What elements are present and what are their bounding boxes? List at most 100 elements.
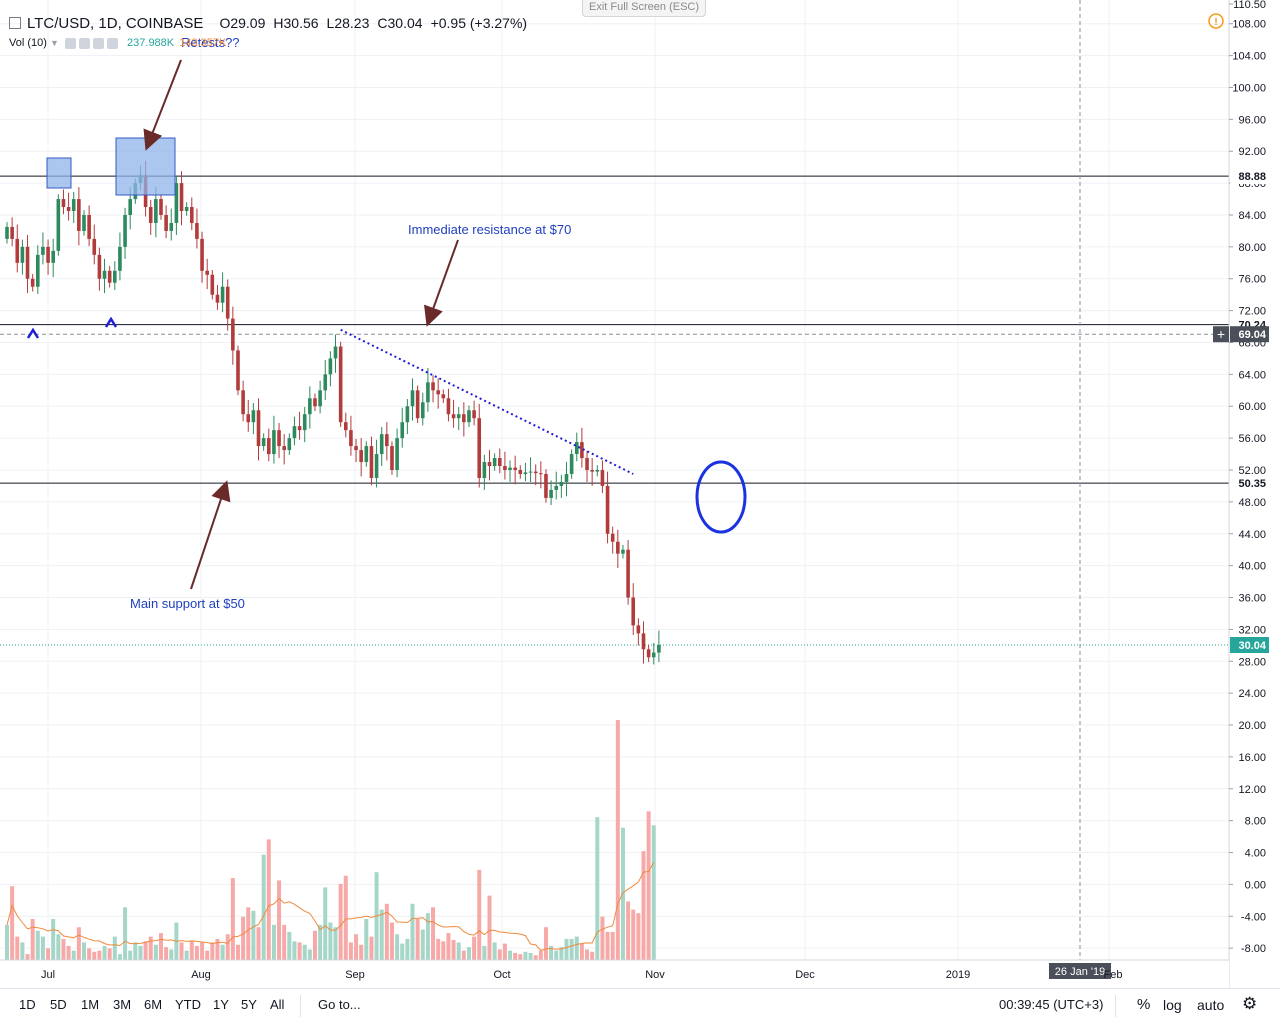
candle-body [318,390,322,407]
range-3m-button[interactable]: 3M [113,997,132,1012]
annotation-support: Main support at $50 [130,596,245,611]
volume-bar [323,887,328,960]
volume-bar [143,941,148,960]
eye-icon[interactable] [64,37,76,49]
toolbar-divider [300,995,301,1017]
range-6m-button[interactable]: 6M [144,997,163,1012]
goto-button[interactable]: Go to... [318,997,361,1012]
candle-body [564,473,569,482]
candle-body [431,382,435,391]
candle-body [456,414,461,419]
candle [323,360,328,400]
gear-icon[interactable]: ⚙ [1242,994,1258,1013]
candle-body [51,250,55,263]
exit-fullscreen-button[interactable]: Exit Full Screen (ESC) [582,0,706,17]
volume-bar [112,936,117,960]
range-1m-button[interactable]: 1M [81,997,100,1012]
plus-icon[interactable] [92,37,104,49]
candle [631,583,636,635]
candle-body [154,199,158,223]
candle [297,411,302,440]
volume-label[interactable]: Vol (10) [9,37,47,49]
close-label: C [377,15,388,31]
low-label: L [326,15,335,31]
close-icon[interactable] [106,37,118,49]
candle [600,460,605,494]
candle-body [503,466,507,470]
candle-body [585,458,589,470]
candle-body [118,246,122,271]
candle [400,407,405,448]
candle-body [385,434,389,447]
candle [405,399,410,435]
gear-icon[interactable] [78,37,90,49]
time-axis-label: 2019 [946,969,970,981]
candle-body [492,458,497,467]
candle-body [25,246,30,279]
volume-bar [30,919,35,960]
arrow-up-icon [26,327,40,339]
candle-body [71,199,76,212]
price-axis-label: -8.00 [1241,943,1266,955]
close-value: 30.04 [387,15,423,31]
candle-body [66,207,71,212]
candle [467,405,471,427]
range-1d-button[interactable]: 1D [19,997,36,1012]
chevron-down-icon[interactable]: ▼ [49,38,59,48]
range-1y-button[interactable]: 1Y [213,997,229,1012]
range-5d-button[interactable]: 5D [50,997,67,1012]
plus-icon[interactable]: + [1217,326,1225,342]
volume-bar [251,910,256,960]
price-axis-label: 56.00 [1238,433,1266,445]
volume-bar [5,924,9,960]
volume-bar [646,811,651,960]
candle [97,247,102,291]
volume-bar [559,947,564,960]
auto-toggle[interactable]: auto [1197,997,1225,1013]
candle [528,457,533,482]
symbol-title[interactable]: LTC/USD, 1D, COINBASE [27,15,204,32]
candle-body [405,406,410,423]
last-price-tag [1230,636,1269,653]
price-axis-label: 76.00 [1238,274,1266,286]
candle-body [164,214,168,231]
candle-body [651,652,656,658]
crosshair-price-tag [1230,326,1269,343]
volume-bar [533,955,538,960]
volume-bar [410,903,415,960]
candle [646,644,651,663]
clock-readout[interactable]: 00:39:45 (UTC+3) [999,997,1104,1012]
volume-bar [626,901,631,960]
candle [302,407,307,443]
collapse-icon[interactable] [9,17,21,29]
range-all-button[interactable]: All [270,997,285,1012]
alert-mark: ! [1214,17,1217,28]
log-toggle[interactable]: log [1163,997,1182,1013]
candle [641,621,646,664]
volume-bar [585,949,590,960]
volume-bar [543,927,548,960]
time-axis-label: Oct [493,969,510,981]
candle [87,205,91,247]
range-ytd-button[interactable]: YTD [175,997,201,1012]
volume-bar [400,943,405,960]
volume-bar [92,951,97,960]
volume-bar [81,942,86,960]
price-axis-label: 28.00 [1238,656,1266,668]
percent-toggle[interactable]: % [1137,996,1151,1013]
crosshair-date-tag [1049,963,1111,979]
candle [159,194,163,220]
candle [354,438,358,463]
candle [456,407,461,431]
volume-bar [66,945,71,960]
candle [82,210,86,236]
candle-body [56,199,61,251]
add-level-button[interactable] [1213,326,1229,343]
alert-icon[interactable] [1208,13,1224,29]
volume-bar [15,936,20,960]
level-label: 50.35 [1238,478,1266,490]
candle-body [400,422,405,439]
range-5y-button[interactable]: 5Y [241,997,257,1012]
candle [338,341,343,427]
